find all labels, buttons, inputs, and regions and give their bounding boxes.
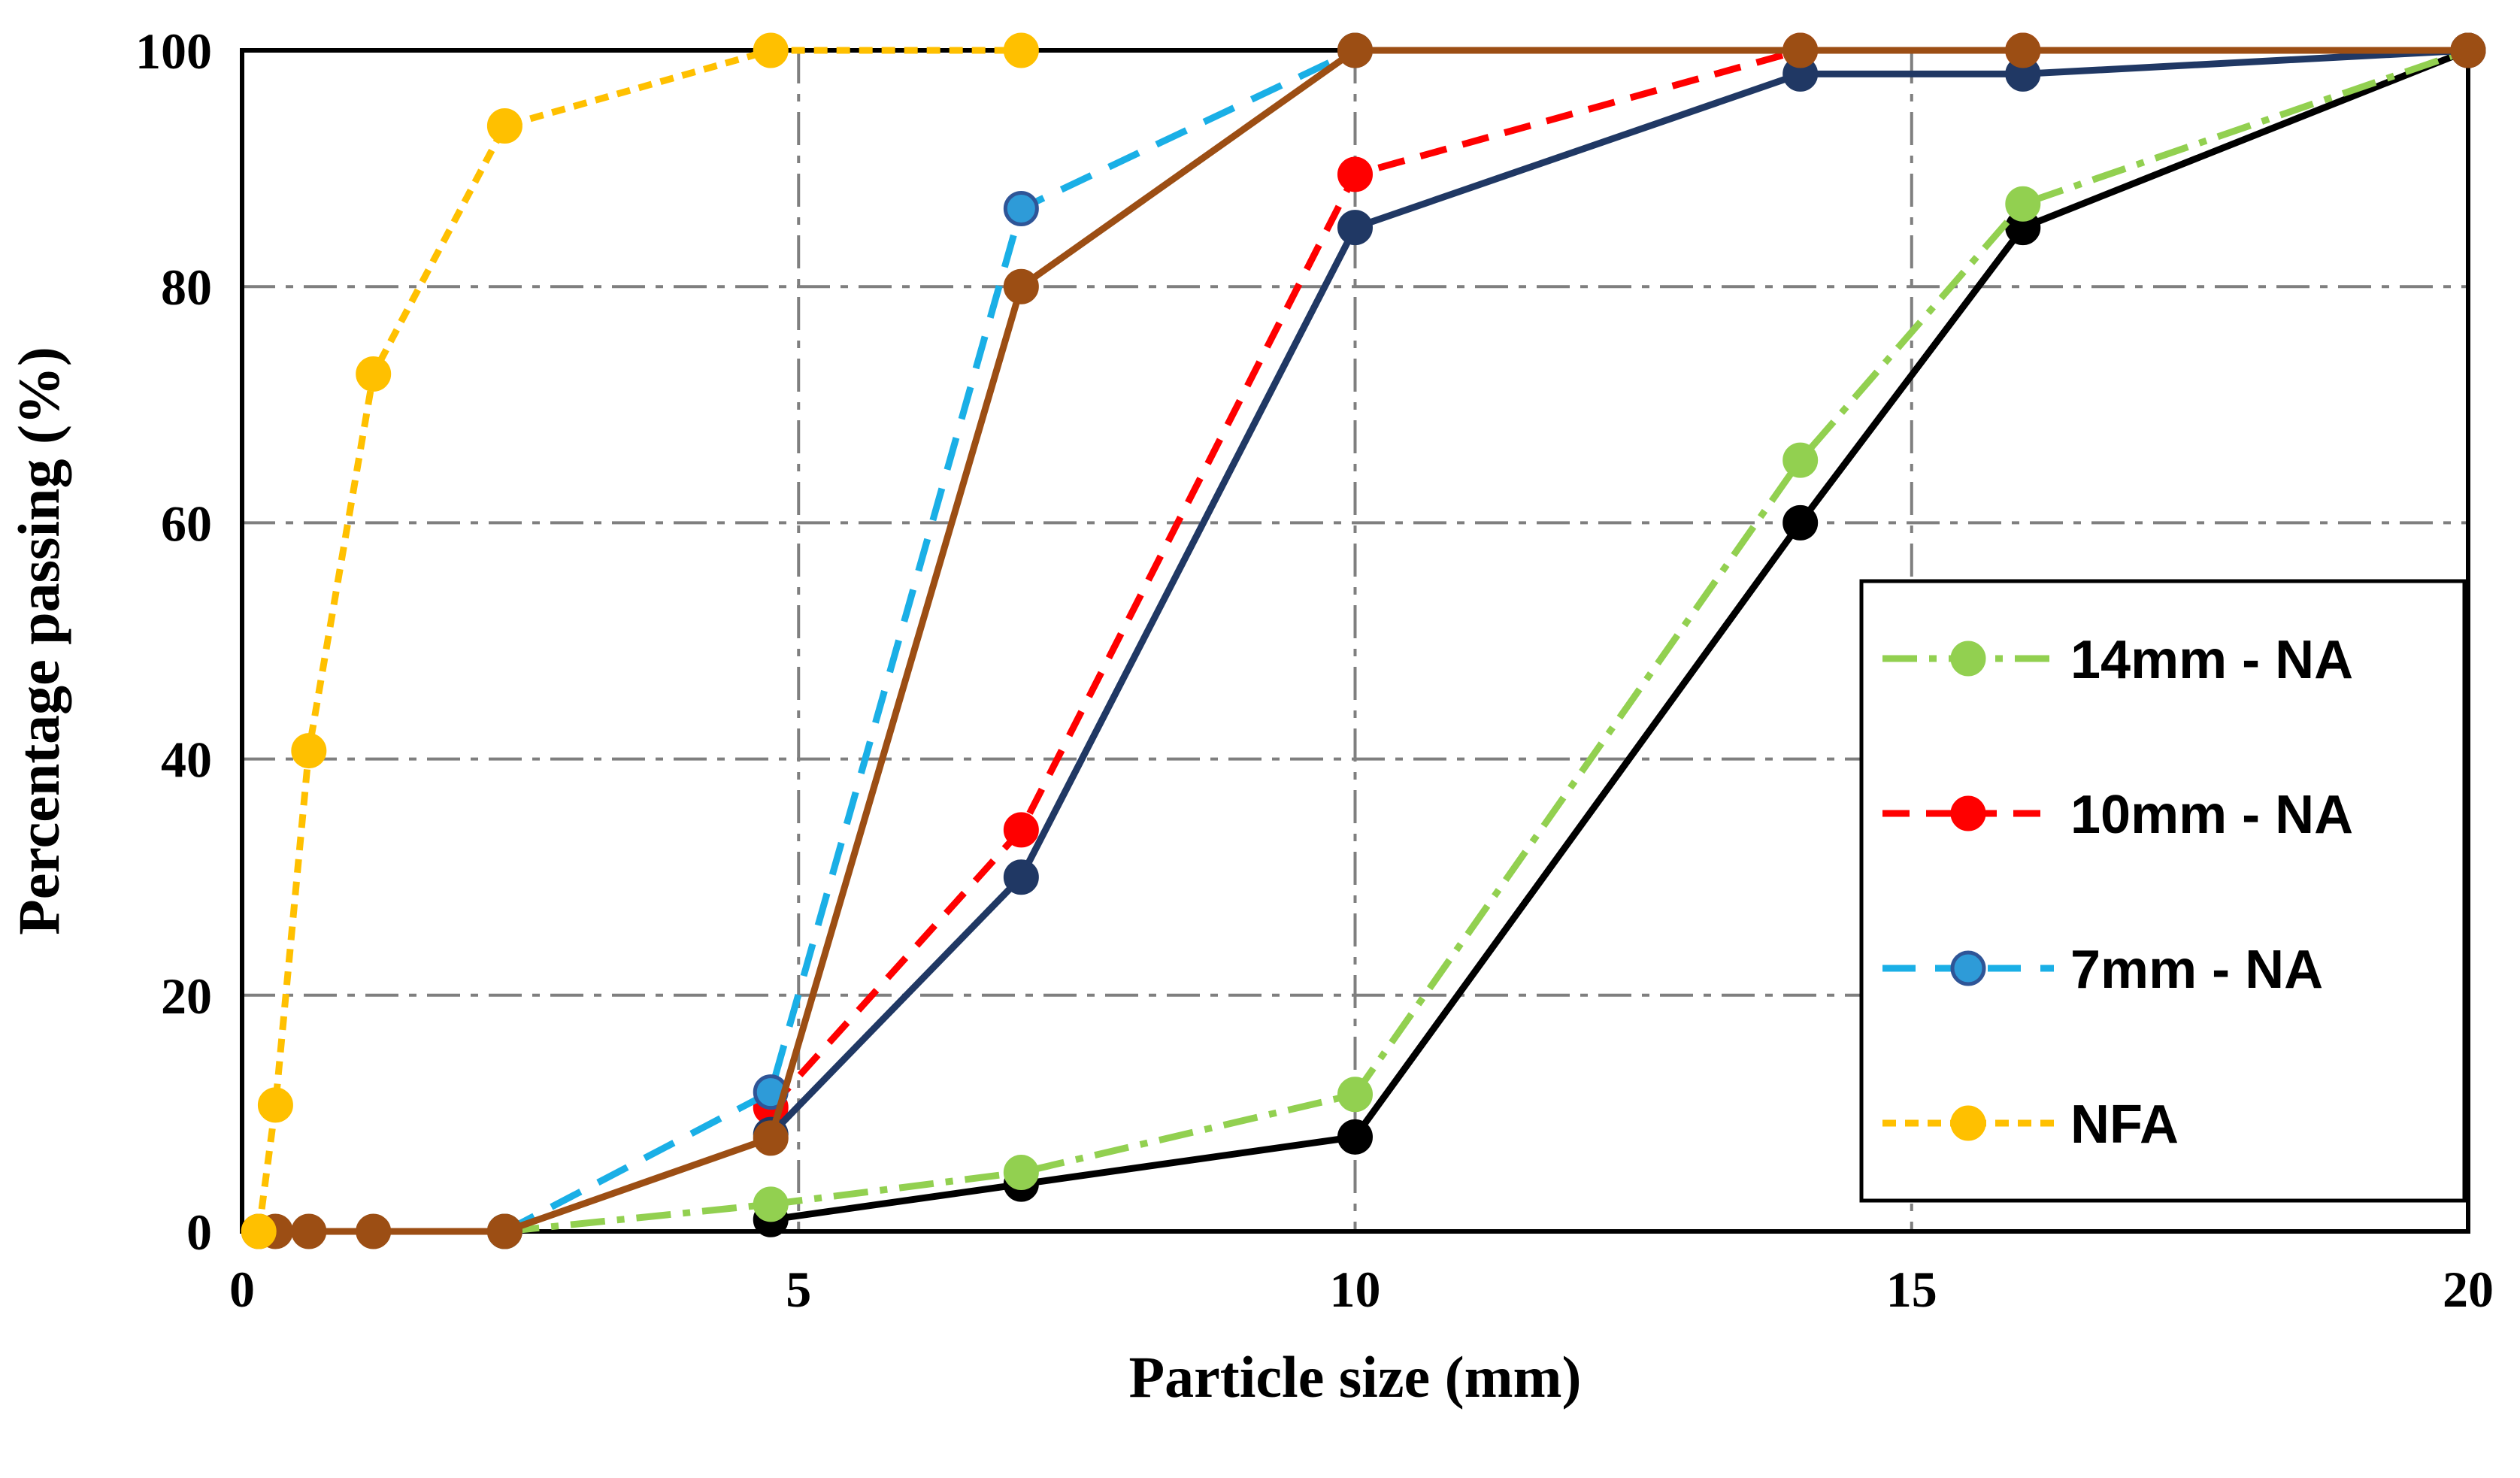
data-point <box>1005 35 1037 66</box>
data-point <box>2007 35 2039 66</box>
data-point <box>755 1122 786 1154</box>
data-point <box>1340 1121 1371 1152</box>
data-point <box>1005 193 1037 225</box>
y-tick-label: 0 <box>186 1204 212 1261</box>
data-point <box>293 735 325 767</box>
y-tick-label: 100 <box>135 23 212 80</box>
data-point <box>1340 212 1371 244</box>
data-point <box>489 111 520 142</box>
x-tick-label: 20 <box>2443 1261 2494 1318</box>
x-tick-label: 0 <box>229 1261 255 1318</box>
legend-label: 14mm - NA <box>2070 630 2353 690</box>
x-tick-label: 15 <box>1886 1261 1937 1318</box>
x-tick-label: 10 <box>1330 1261 1381 1318</box>
legend-marker <box>1952 1107 1984 1139</box>
data-point <box>358 358 389 389</box>
data-point <box>2007 188 2039 220</box>
data-point <box>259 1089 291 1121</box>
legend: 14mm - NA 10mm - NA 7mm - NA NFA <box>1861 581 2464 1201</box>
grading-chart: 0 5 10 15 20020406080100 Particle size (mm) … <box>0 0 2520 1478</box>
data-point <box>755 1189 786 1220</box>
data-point <box>358 1216 389 1247</box>
y-tick-label: 60 <box>161 495 212 552</box>
legend-label: 10mm - NA <box>2070 785 2353 845</box>
data-point <box>1785 507 1816 538</box>
y-tick-label: 80 <box>161 259 212 316</box>
x-axis-title: Particle size (mm) <box>1129 1344 1582 1410</box>
data-point <box>1005 814 1037 846</box>
y-tick-label: 40 <box>161 731 212 789</box>
legend-marker <box>1952 798 1984 829</box>
legend-label: 7mm - NA <box>2070 940 2323 1000</box>
data-point <box>1340 159 1371 190</box>
data-point <box>243 1216 274 1247</box>
legend-label: NFA <box>2070 1095 2179 1155</box>
data-point <box>1340 35 1371 66</box>
data-point <box>1785 35 1816 66</box>
data-point <box>293 1216 325 1247</box>
legend-marker <box>1952 643 1984 674</box>
data-point <box>1005 1156 1037 1188</box>
legend-marker <box>1952 953 1984 984</box>
data-point <box>755 35 786 66</box>
y-tick-label: 20 <box>161 968 212 1025</box>
data-point <box>1005 862 1037 893</box>
data-point <box>1340 1079 1371 1110</box>
y-axis-title: Percentage passing (%) <box>6 347 71 935</box>
data-point <box>1785 444 1816 476</box>
data-point <box>489 1216 520 1247</box>
data-point <box>2452 35 2484 66</box>
x-tick-label: 5 <box>786 1261 811 1318</box>
data-point <box>1005 271 1037 302</box>
